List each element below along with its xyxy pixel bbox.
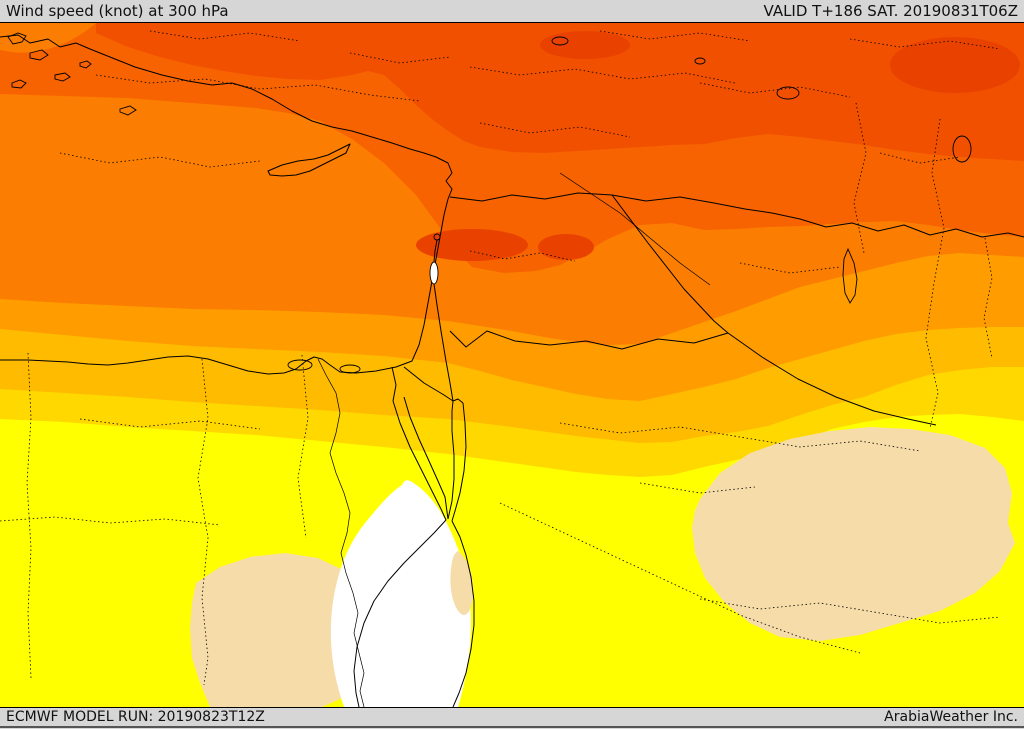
israel-jordan-border [433, 283, 454, 402]
dark-red-blob-top-center [540, 31, 630, 59]
band-red-core-fill [96, 23, 1024, 161]
israel-egypt-border [403, 366, 454, 402]
suez-canal [391, 366, 397, 402]
footer-bar: ECMWF MODEL RUN: 20190823T12Z ArabiaWeat… [0, 707, 1024, 728]
dark-red-blob-levant-east [538, 234, 594, 260]
iraq-jordan-saudi-border [449, 330, 729, 350]
wind-band-fills [0, 23, 1024, 707]
aegean-island-4 [11, 79, 27, 89]
syria-iraq-border [611, 194, 729, 334]
lake-tharthar [842, 247, 858, 304]
dark-red-blob-top-right [890, 37, 1020, 93]
aegean-island-2 [29, 49, 49, 61]
jordan-river [433, 239, 438, 263]
turkey-small-lake [694, 57, 706, 65]
aegean-island-3 [54, 72, 71, 82]
calm-white-patch [330, 480, 471, 707]
lake-tuz [551, 36, 569, 46]
dotted-boundaries [0, 30, 1001, 686]
gulf-head-aqaba [452, 398, 464, 404]
band-deep-orange-corner-patch [0, 23, 96, 53]
gulf-of-suez-west-shore [392, 400, 447, 521]
rhodes-island [119, 105, 137, 116]
map-canvas [0, 23, 1024, 707]
saudi-iraq-southeast-border [727, 332, 937, 426]
bardawil-lagoon [339, 364, 361, 374]
dark-red-blob-levant-west [416, 229, 528, 261]
manzala-lagoon [287, 359, 313, 371]
red-sea-west-shore [353, 519, 447, 707]
model-run-label: ECMWF MODEL RUN: 20190823T12Z [6, 709, 265, 725]
nile-river [317, 358, 365, 707]
brand-credit: ArabiaWeather Inc. [884, 709, 1018, 725]
gulf-of-suez-east-shore [403, 396, 449, 520]
sea-of-galilee [433, 233, 441, 241]
wind-speed-contour-map [0, 23, 1024, 707]
lake-van [776, 86, 800, 100]
aegean-island-5 [79, 60, 92, 69]
country-borders [403, 192, 1024, 426]
red-sea-east-shore [451, 520, 475, 707]
lake-urmia [952, 135, 972, 163]
map-title: Wind speed (knot) at 300 hPa [6, 2, 229, 20]
dead-sea [429, 261, 439, 285]
rivers [317, 172, 711, 707]
aegean-island-1 [7, 32, 27, 45]
header-bar: Wind speed (knot) at 300 hPa VALID T+186… [0, 0, 1024, 23]
lakes-and-islands [7, 32, 972, 374]
euphrates-river [559, 172, 711, 286]
beige-patch-left [190, 553, 372, 707]
gulf-of-aqaba-west-shore [447, 400, 455, 520]
valid-time-label: VALID T+186 SAT. 20190831T06Z [763, 2, 1018, 20]
beige-patch-right [692, 427, 1015, 641]
beige-sliver-red-sea-east [450, 551, 474, 615]
cyprus-outline [267, 143, 351, 177]
gulf-of-aqaba-east-shore [451, 402, 467, 522]
turkey-syria-iraq-iran-border [449, 192, 1024, 238]
